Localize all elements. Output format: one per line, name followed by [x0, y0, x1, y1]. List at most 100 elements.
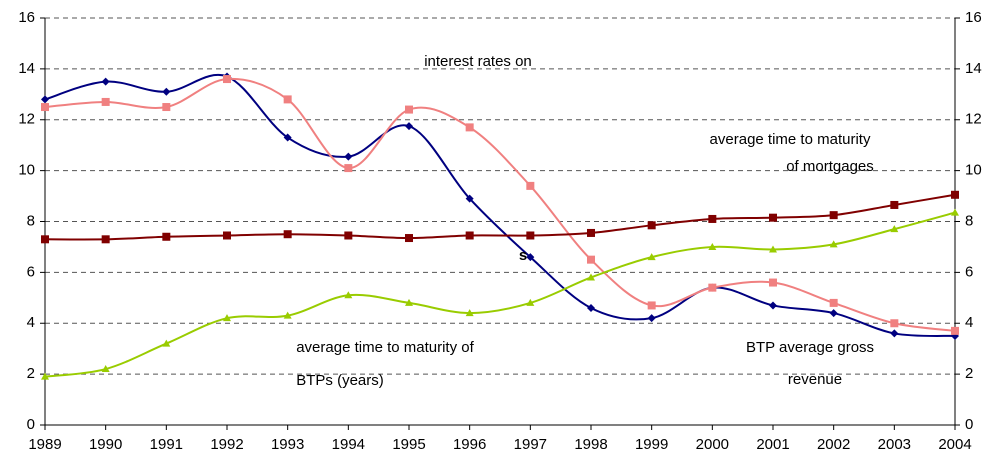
marker: [587, 255, 595, 264]
marker: [647, 221, 656, 230]
marker: [162, 103, 171, 112]
marker: [708, 214, 717, 223]
marker: [951, 190, 959, 199]
annotation: revenue: [788, 371, 842, 388]
x-tick-label: 1989: [28, 436, 61, 453]
x-tick-label: 1993: [271, 436, 304, 453]
y2-tick-label: 0: [965, 416, 973, 433]
marker: [526, 253, 535, 262]
y2-tick-label: 12: [965, 111, 982, 128]
x-tick-label: 1990: [89, 436, 122, 453]
marker: [405, 105, 413, 114]
y-tick-label: 16: [18, 9, 35, 26]
marker: [41, 103, 49, 112]
y2-tick-label: 6: [965, 263, 973, 280]
marker: [890, 319, 899, 328]
y-tick-label: 6: [27, 263, 35, 280]
marker: [223, 231, 231, 240]
marker: [526, 181, 535, 190]
marker: [587, 303, 595, 312]
series-line: [44, 77, 956, 332]
y-tick-label: 10: [18, 162, 35, 179]
y2-tick-label: 16: [965, 9, 982, 26]
marker: [951, 326, 959, 335]
marker: [465, 194, 474, 203]
marker: [465, 123, 474, 132]
y-tick-label: 12: [18, 111, 35, 128]
x-tick-label: 1991: [150, 436, 183, 453]
marker: [890, 200, 899, 209]
marker: [465, 231, 474, 240]
x-tick-label: 1997: [514, 436, 547, 453]
marker: [890, 329, 899, 338]
y-tick-label: 14: [18, 60, 35, 77]
annotation: average time to maturity: [710, 131, 871, 148]
marker: [526, 298, 535, 306]
marker: [890, 225, 899, 233]
marker: [344, 164, 353, 173]
x-tick-label: 1998: [574, 436, 607, 453]
marker: [769, 301, 777, 310]
marker: [405, 122, 413, 131]
x-tick-label: 1995: [392, 436, 425, 453]
marker: [41, 235, 49, 244]
series-line: [44, 73, 956, 337]
marker: [829, 240, 838, 248]
marker: [344, 231, 353, 240]
marker: [526, 231, 535, 240]
y2-tick-label: 10: [965, 162, 982, 179]
x-tick-label: 2003: [878, 436, 911, 453]
marker: [647, 314, 656, 323]
marker: [829, 211, 838, 220]
annotation: of mortgages: [786, 158, 874, 175]
x-tick-label: 1992: [210, 436, 243, 453]
y2-tick-label: 14: [965, 60, 982, 77]
marker: [647, 253, 656, 261]
marker: [769, 245, 777, 253]
marker: [162, 87, 171, 96]
marker: [41, 95, 49, 104]
marker: [708, 242, 717, 250]
marker: [101, 77, 110, 86]
x-tick-label: 1996: [453, 436, 486, 453]
marker: [101, 365, 110, 373]
marker: [405, 234, 413, 243]
marker: [405, 298, 413, 306]
y2-tick-label: 8: [965, 212, 973, 229]
y-tick-label: 4: [27, 314, 35, 331]
marker: [223, 314, 231, 322]
marker: [283, 311, 292, 319]
x-tick-label: 1994: [332, 436, 365, 453]
x-tick-label: 2002: [817, 436, 850, 453]
series-line: [44, 211, 956, 378]
x-tick-label: 2000: [696, 436, 729, 453]
marker: [829, 298, 838, 307]
annotation: BTPs (years): [296, 372, 384, 389]
marker: [162, 339, 171, 347]
marker: [829, 309, 838, 318]
annotation: s: [519, 247, 527, 264]
marker: [587, 228, 595, 237]
marker: [223, 75, 231, 84]
series-line: [44, 193, 956, 241]
marker: [587, 273, 595, 281]
x-tick-label: 2004: [938, 436, 971, 453]
marker: [344, 152, 353, 161]
annotation: BTP average gross: [746, 339, 874, 356]
x-tick-label: 2001: [756, 436, 789, 453]
marker: [283, 133, 292, 142]
marker: [283, 230, 292, 239]
marker: [769, 278, 777, 287]
annotation: interest rates on: [424, 53, 532, 70]
y-tick-label: 2: [27, 365, 35, 382]
marker: [162, 232, 171, 241]
y-tick-label: 0: [27, 416, 35, 433]
marker: [41, 372, 49, 380]
y2-tick-label: 2: [965, 365, 973, 382]
annotation: average time to maturity of: [296, 339, 474, 356]
marker: [951, 208, 959, 216]
marker: [344, 291, 353, 299]
marker: [101, 97, 110, 106]
x-tick-label: 1999: [635, 436, 668, 453]
